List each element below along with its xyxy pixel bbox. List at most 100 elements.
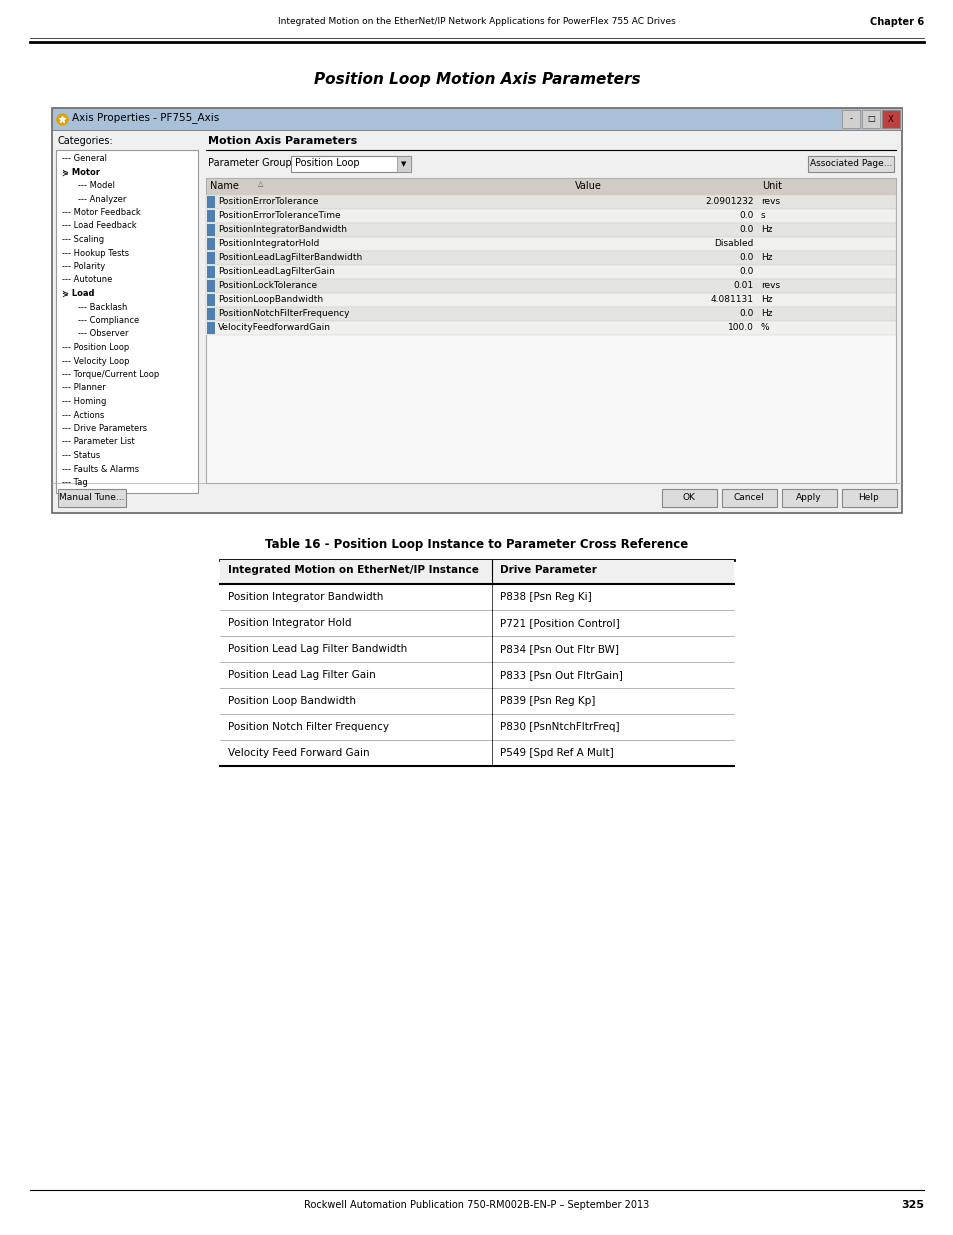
Text: PositionLeadLagFilterBandwidth: PositionLeadLagFilterBandwidth <box>218 253 362 262</box>
Text: Manual Tune...: Manual Tune... <box>59 494 125 503</box>
Bar <box>207 196 214 207</box>
Text: --- Polarity: --- Polarity <box>62 262 105 270</box>
Text: PositionLoopBandwidth: PositionLoopBandwidth <box>218 295 323 304</box>
Bar <box>661 489 717 508</box>
Text: --- Analyzer: --- Analyzer <box>78 194 126 204</box>
Text: 2.0901232: 2.0901232 <box>705 198 753 206</box>
Text: --- Position Loop: --- Position Loop <box>62 343 129 352</box>
Bar <box>781 489 836 508</box>
Text: Value: Value <box>575 182 601 191</box>
Text: --- Parameter List: --- Parameter List <box>62 437 134 447</box>
Text: P834 [Psn Out Fltr BW]: P834 [Psn Out Fltr BW] <box>499 643 618 655</box>
Text: P838 [Psn Reg Ki]: P838 [Psn Reg Ki] <box>499 592 591 601</box>
Text: P721 [Position Control]: P721 [Position Control] <box>499 618 619 629</box>
Text: △: △ <box>257 182 263 186</box>
Text: Velocity Feed Forward Gain: Velocity Feed Forward Gain <box>228 748 369 758</box>
Bar <box>207 252 214 264</box>
Bar <box>206 237 895 251</box>
Bar <box>396 156 411 172</box>
Text: Integrated Motion on the EtherNet/IP Network Applications for PowerFlex 755 AC D: Integrated Motion on the EtherNet/IP Net… <box>278 17 675 26</box>
Text: Position Loop: Position Loop <box>294 158 359 168</box>
Bar <box>207 224 214 236</box>
Text: PositionErrorTolerance: PositionErrorTolerance <box>218 198 318 206</box>
Bar <box>220 559 733 584</box>
Bar <box>206 266 895 279</box>
Text: --- Velocity Loop: --- Velocity Loop <box>62 357 130 366</box>
Bar <box>291 156 411 172</box>
Text: □: □ <box>866 115 874 124</box>
Text: X: X <box>887 115 893 124</box>
Bar <box>206 195 895 209</box>
Bar <box>206 308 895 321</box>
Bar <box>721 489 776 508</box>
Text: --- Model: --- Model <box>78 182 115 190</box>
Bar <box>206 178 895 483</box>
Text: --- Scaling: --- Scaling <box>62 235 104 245</box>
Bar <box>207 266 214 278</box>
Bar <box>207 238 214 249</box>
Bar <box>206 178 895 195</box>
Text: P830 [PsnNtchFltrFreq]: P830 [PsnNtchFltrFreq] <box>499 722 619 732</box>
Text: 0.01: 0.01 <box>733 282 753 290</box>
Text: Hz: Hz <box>760 225 772 233</box>
Bar <box>862 110 879 128</box>
Text: 0.0: 0.0 <box>739 268 753 277</box>
Bar <box>206 279 895 293</box>
Text: 4.081131: 4.081131 <box>710 295 753 305</box>
Text: --- Actions: --- Actions <box>62 410 104 420</box>
Text: 0.0: 0.0 <box>739 211 753 221</box>
Bar <box>206 209 895 224</box>
Text: Help: Help <box>858 494 879 503</box>
Text: Axis Properties - PF755_Axis: Axis Properties - PF755_Axis <box>71 112 219 124</box>
Bar <box>206 224 895 237</box>
Bar <box>206 251 895 266</box>
Text: PositionNotchFilterFrequency: PositionNotchFilterFrequency <box>218 309 349 317</box>
Text: ⋟ Load: ⋟ Load <box>62 289 94 298</box>
Text: revs: revs <box>760 282 780 290</box>
Text: PositionIntegratorBandwidth: PositionIntegratorBandwidth <box>218 225 347 233</box>
Text: --- Observer: --- Observer <box>78 330 129 338</box>
Text: P549 [Spd Ref A Mult]: P549 [Spd Ref A Mult] <box>499 748 613 758</box>
Text: Motion Axis Parameters: Motion Axis Parameters <box>208 136 356 146</box>
Text: OK: OK <box>681 494 695 503</box>
Text: revs: revs <box>760 198 780 206</box>
Text: PositionLockTolerance: PositionLockTolerance <box>218 282 316 290</box>
Text: Position Lead Lag Filter Bandwidth: Position Lead Lag Filter Bandwidth <box>228 643 407 655</box>
Text: --- Motor Feedback: --- Motor Feedback <box>62 207 141 217</box>
Text: Rockwell Automation Publication 750-RM002B-EN-P – September 2013: Rockwell Automation Publication 750-RM00… <box>304 1200 649 1210</box>
Text: Position Integrator Hold: Position Integrator Hold <box>228 618 351 629</box>
Bar <box>56 149 198 493</box>
Text: --- Homing: --- Homing <box>62 396 107 406</box>
Bar <box>206 293 895 308</box>
Bar <box>207 322 214 333</box>
Text: PositionErrorToleranceTime: PositionErrorToleranceTime <box>218 211 340 220</box>
Text: --- Status: --- Status <box>62 451 100 459</box>
Text: ▼: ▼ <box>401 161 406 167</box>
Text: Associated Page...: Associated Page... <box>809 159 891 168</box>
Bar <box>52 107 901 513</box>
Bar <box>58 489 126 508</box>
Bar <box>841 489 896 508</box>
Text: Parameter Group:: Parameter Group: <box>208 158 294 168</box>
Text: --- Drive Parameters: --- Drive Parameters <box>62 424 147 433</box>
Bar <box>207 294 214 306</box>
Bar <box>207 210 214 222</box>
Text: Categories:: Categories: <box>58 136 113 146</box>
Text: P839 [Psn Reg Kp]: P839 [Psn Reg Kp] <box>499 697 595 706</box>
Text: 0.0: 0.0 <box>739 253 753 263</box>
Text: 325: 325 <box>900 1200 923 1210</box>
Text: Apply: Apply <box>796 494 821 503</box>
Text: --- Compliance: --- Compliance <box>78 316 139 325</box>
Text: --- Load Feedback: --- Load Feedback <box>62 221 136 231</box>
Bar <box>882 110 899 128</box>
Text: Hz: Hz <box>760 295 772 304</box>
Text: --- Hookup Tests: --- Hookup Tests <box>62 248 129 258</box>
Text: VelocityFeedforwardGain: VelocityFeedforwardGain <box>218 324 331 332</box>
Text: --- Torque/Current Loop: --- Torque/Current Loop <box>62 370 159 379</box>
Text: Disabled: Disabled <box>714 240 753 248</box>
Text: --- Tag: --- Tag <box>62 478 88 487</box>
Bar <box>52 107 901 130</box>
Text: 100.0: 100.0 <box>727 324 753 332</box>
Bar <box>207 280 214 291</box>
Text: 0.0: 0.0 <box>739 226 753 235</box>
